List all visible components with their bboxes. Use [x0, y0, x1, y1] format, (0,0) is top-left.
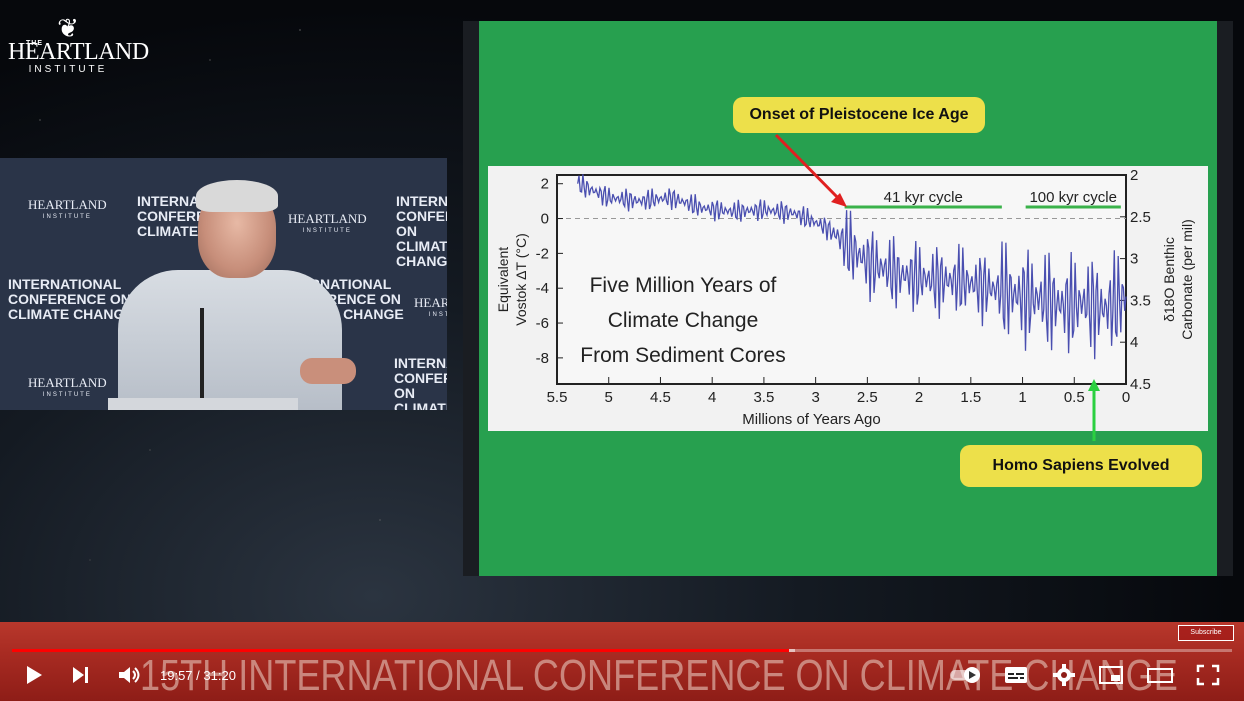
y-right-axis-label-line2: Carbonate (per mil)	[1179, 219, 1195, 340]
fullscreen-button[interactable]	[1196, 664, 1220, 691]
theater-mode-button[interactable]	[1146, 664, 1174, 691]
y-left-axis-label-line1: Equivalent	[495, 247, 511, 312]
x-tick-label: 0.5	[1064, 389, 1085, 406]
x-tick-label: 0	[1122, 389, 1130, 406]
x-tick-label: 4	[708, 389, 716, 406]
play-button[interactable]	[24, 664, 44, 691]
y-right-tick-label: 3.5	[1130, 292, 1151, 309]
speaker-hair	[196, 180, 278, 212]
y-right-tick-label: 2.5	[1130, 209, 1151, 226]
callout-homo-sapiens: Homo Sapiens Evolved	[960, 445, 1202, 487]
chart-panel: 5.5 5 4.5 4 3.5 3 2.5 2 1.5 1 0.5 0 2 0 -2 -4 -6 -8 2 2.5 3 3…	[488, 166, 1208, 431]
autoplay-toggle[interactable]	[948, 664, 984, 691]
x-tick-label: 3	[811, 389, 819, 406]
heartland-logo: ❦ THE HEARTLAND INSTITUTE	[8, 13, 149, 75]
x-tick-label: 2	[915, 389, 923, 406]
x-tick-label: 2.5	[857, 389, 878, 406]
play-icon	[27, 666, 42, 684]
progress-played	[12, 649, 790, 652]
callout-pleistocene: Onset of Pleistocene Ice Age	[733, 97, 985, 133]
next-button[interactable]	[70, 665, 92, 690]
chart-overlay-title-line: From Sediment Cores	[580, 344, 785, 367]
y-right-axis-label-line1: δ18O Benthic	[1161, 237, 1177, 322]
volume-icon	[119, 667, 140, 683]
x-tick-label: 1.5	[960, 389, 981, 406]
logo-the: THE	[26, 40, 43, 47]
y-left-tick-label: -4	[536, 280, 549, 297]
captions-button[interactable]	[1004, 664, 1028, 691]
next-icon	[73, 667, 88, 683]
time-total: 31:20	[203, 668, 236, 683]
speaker-body	[118, 270, 342, 410]
y-left-tick-label: 2	[541, 176, 549, 193]
y-left-axis-label-line2: Vostok ΔT (°C)	[513, 233, 529, 326]
podium	[108, 398, 298, 410]
theater-icon	[1147, 668, 1173, 683]
annotation-arrows	[774, 133, 1100, 441]
logo-institute: INSTITUTE	[28, 64, 108, 75]
miniplayer-button[interactable]	[1098, 664, 1124, 691]
settings-button[interactable]	[1052, 663, 1076, 692]
red-arrow-line	[774, 133, 843, 203]
y-right-tick-label: 2	[1130, 167, 1138, 184]
chart-overlay-title-line: Five Million Years of	[590, 274, 777, 297]
presentation-slide: Onset of Pleistocene Ice Age 5.5 5 4.5 4 3.5…	[463, 21, 1233, 576]
cycle-41-label: 41 kyr cycle	[884, 189, 963, 206]
y-right-tick-label: 3	[1130, 251, 1138, 268]
lower-third-banner	[0, 622, 1244, 701]
x-tick-label: 3.5	[753, 389, 774, 406]
logo-name: HEARTLAND	[8, 39, 149, 65]
y-left-tick-label: -2	[536, 245, 549, 262]
series-line	[577, 174, 1127, 360]
y-left-tick-label: -6	[536, 315, 549, 332]
y-right-tick-label: 4.5	[1130, 376, 1151, 393]
subscribe-watermark[interactable]: Subscribe	[1178, 625, 1234, 641]
x-tick-label: 1	[1018, 389, 1026, 406]
banner-title: 15TH INTERNATIONAL CONFERENCE ON CLIMATE…	[140, 651, 1178, 700]
volume-button[interactable]	[117, 664, 143, 691]
autoplay-icon	[950, 667, 980, 683]
x-tick-label: 5	[605, 389, 613, 406]
cycle-100-label: 100 kyr cycle	[1029, 189, 1117, 206]
microphone	[200, 308, 204, 400]
miniplayer-icon	[1099, 666, 1123, 684]
red-arrow-head	[831, 193, 847, 207]
climate-chart: 5.5 5 4.5 4 3.5 3 2.5 2 1.5 1 0.5 0 2 0 -2 -4 -6 -8 2 2.5 3 3…	[495, 167, 1195, 428]
time-display: 19:57 / 31:20	[160, 668, 236, 683]
gear-icon	[1053, 664, 1075, 686]
speaker-hand	[300, 358, 356, 384]
chart-overlay-title-line: Climate Change	[608, 309, 759, 332]
x-axis-label: Millions of Years Ago	[742, 411, 880, 428]
x-tick-label: 5.5	[547, 389, 568, 406]
oak-leaf-icon: ❦	[57, 13, 79, 43]
y-left-tick-label: -8	[536, 350, 549, 367]
green-arrow-head	[1088, 379, 1100, 391]
y-left-tick-label: 0	[541, 211, 549, 228]
captions-icon	[1005, 667, 1027, 683]
progress-bar[interactable]	[12, 649, 1232, 652]
y-right-tick-label: 4	[1130, 334, 1138, 351]
x-tick-label: 4.5	[650, 389, 671, 406]
time-current: 19:57	[160, 668, 193, 683]
speaker-video: HEARTLAND INSTITUTE HEARTLAND INSTITUTE HE…	[0, 158, 447, 410]
fullscreen-icon	[1196, 664, 1220, 686]
